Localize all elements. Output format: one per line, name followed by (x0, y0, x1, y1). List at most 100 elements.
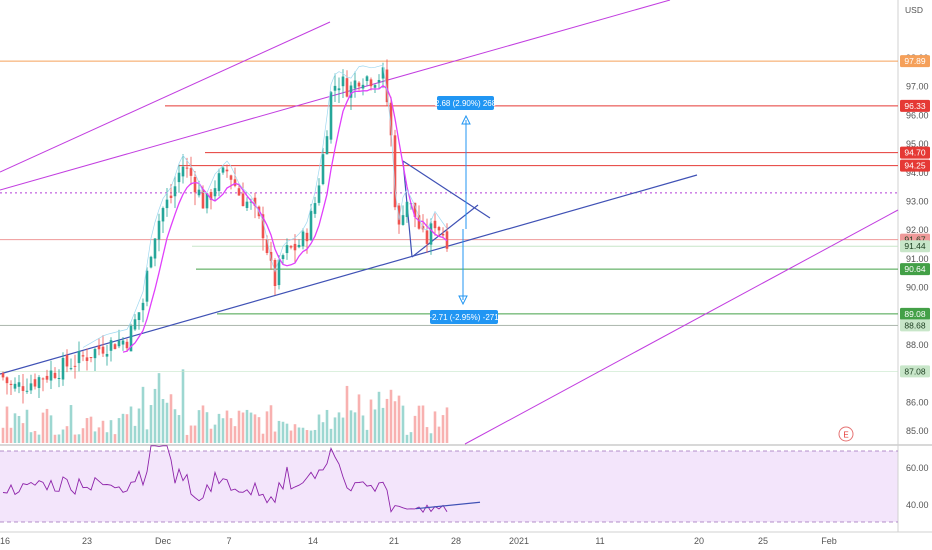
volume-bar (285, 423, 289, 443)
candle-body (193, 176, 197, 193)
candle-body (209, 192, 213, 200)
candle-body (201, 189, 205, 209)
volume-bar (69, 405, 73, 443)
price-badge (900, 55, 930, 68)
volume-bar (365, 429, 369, 443)
time-tick-label: 11 (595, 536, 604, 546)
rsi-trendline (415, 501, 481, 510)
volume-bar (293, 424, 297, 443)
candle-body (229, 175, 233, 180)
candle-body (333, 85, 337, 91)
volume-bar (433, 411, 437, 443)
volume-bar (429, 433, 433, 443)
price-badge-label: 91.44 (904, 241, 926, 251)
volume-bar (65, 426, 69, 443)
volume-bar (265, 411, 269, 443)
time-tick-label: 16 (0, 536, 10, 546)
volume-bar (209, 428, 213, 443)
volume-layer (1, 369, 449, 443)
candle-body (365, 76, 369, 82)
candle-body (349, 85, 353, 98)
volume-bar (161, 399, 165, 443)
candle-body (429, 223, 433, 245)
candle-body (173, 186, 177, 197)
volume-bar (445, 407, 449, 443)
price-badge (900, 365, 930, 378)
volume-bar (97, 427, 101, 443)
volume-bar (329, 428, 333, 443)
volume-bar (361, 415, 365, 443)
volume-bar (153, 388, 157, 443)
volume-bar (45, 408, 49, 443)
candle-body (309, 210, 313, 241)
measure-down[interactable]: -2.71 (-2.95%) -271 (429, 229, 499, 324)
candle-body (125, 341, 129, 349)
main-pane[interactable] (0, 0, 898, 444)
volume-bar (441, 415, 445, 443)
candle-body (233, 179, 237, 186)
candle-body (37, 377, 41, 389)
volume-bar (85, 418, 89, 443)
rsi-tick-label: 60.00 (906, 463, 929, 473)
volume-bar (341, 417, 345, 443)
volume-bar (33, 430, 37, 443)
volume-bar (129, 406, 133, 443)
volume-bar (185, 434, 189, 443)
volume-bar (197, 410, 201, 443)
event-marker[interactable]: E (838, 426, 854, 442)
volume-bar (317, 414, 321, 443)
candle-body (105, 353, 109, 357)
volume-bar (205, 412, 209, 443)
candle-body (297, 244, 301, 248)
rsi-band (0, 451, 898, 522)
candle-body (177, 172, 181, 183)
volume-bar (53, 434, 57, 443)
price-badge-label: 89.08 (904, 309, 926, 319)
candle-body (121, 340, 125, 345)
volume-bar (353, 412, 357, 443)
volume-bar (189, 425, 193, 443)
price-tick-label: 90.00 (906, 283, 929, 293)
volume-bar (437, 426, 441, 443)
volume-bar (57, 434, 61, 443)
volume-bar (61, 429, 65, 443)
candle-body (253, 197, 257, 206)
volume-bar (169, 394, 173, 443)
volume-bar (297, 427, 301, 443)
volume-bar (321, 422, 325, 443)
volume-bar (233, 426, 237, 443)
candle-body (369, 79, 373, 87)
volume-bar (5, 406, 9, 443)
volume-bar (125, 414, 129, 443)
candle-body (393, 135, 397, 208)
volume-bar (29, 432, 33, 443)
volume-bar (269, 405, 273, 443)
volume-bar (289, 430, 293, 443)
channel-lower-line (464, 209, 899, 445)
measure-up-label: 2.68 (2.90%) 268 (435, 99, 497, 108)
rsi-layer (2, 445, 481, 514)
measure-up[interactable]: 2.68 (2.90%) 268 (435, 96, 497, 229)
time-tick-label: 20 (694, 536, 704, 546)
volume-bar (229, 418, 233, 443)
candle-body (241, 193, 245, 207)
volume-bar (425, 427, 429, 443)
candle-body (117, 340, 121, 347)
volume-bar (333, 417, 337, 443)
volume-bar (117, 418, 121, 443)
volume-bar (281, 421, 285, 443)
volume-bar (89, 416, 93, 443)
candle-body (293, 243, 297, 251)
candle-body (377, 80, 381, 83)
candle-body (141, 302, 145, 311)
price-badge (900, 146, 930, 159)
time-tick-label: 23 (82, 536, 92, 546)
time-tick-label: 7 (226, 536, 231, 546)
moving-average-layer (82, 64, 448, 353)
volume-bar (245, 409, 249, 443)
candle-body (189, 168, 193, 176)
candle-body (137, 312, 141, 321)
measure-down-label: -2.71 (-2.95%) -271 (429, 313, 499, 322)
